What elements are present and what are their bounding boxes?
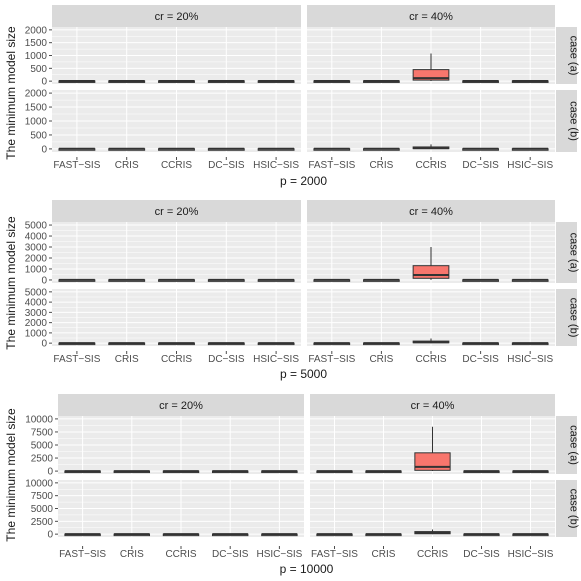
y-tick-label: 500 xyxy=(30,130,47,141)
x-tick-label: CCRIS xyxy=(161,160,192,171)
x-tick-label: FAST−SIS xyxy=(308,160,355,171)
x-tick-label: FAST−SIS xyxy=(311,549,358,560)
x-axis-title: p = 10000 xyxy=(280,562,334,576)
y-tick-label: 1000 xyxy=(25,328,48,339)
x-tick-label: HSIC−SIS xyxy=(253,354,299,365)
y-tick-label: 2000 xyxy=(25,25,48,36)
facet-strip-col xyxy=(310,394,555,416)
facet-strip-row-label: case (b) xyxy=(568,101,580,141)
y-tick-label: 10000 xyxy=(25,478,53,489)
y-axis-title: The minimum model size xyxy=(4,408,18,542)
facet-strip-row xyxy=(556,416,577,474)
y-tick-label: 1500 xyxy=(25,38,48,49)
y-tick-label: 1500 xyxy=(25,103,48,114)
y-tick-label: 0 xyxy=(47,467,53,478)
facet-strip-row xyxy=(556,289,577,346)
facet-strip-col xyxy=(58,394,304,416)
y-tick-label: 10000 xyxy=(25,414,53,425)
y-tick-label: 5000 xyxy=(25,287,48,298)
x-axis-title: p = 5000 xyxy=(280,367,327,381)
facet-strip-col xyxy=(307,200,555,222)
y-tick-label: 0 xyxy=(41,77,47,88)
y-tick-label: 3000 xyxy=(25,308,48,319)
y-tick-label: 500 xyxy=(30,64,47,75)
x-tick-label: CCRIS xyxy=(415,354,446,365)
x-tick-label: CCRIS xyxy=(417,549,448,560)
facet-strip-row-label: case (a) xyxy=(568,36,580,76)
y-tick-label: 7500 xyxy=(31,491,54,502)
x-tick-label: CCRIS xyxy=(161,354,192,365)
facet-strip-row-label: case (a) xyxy=(568,425,580,465)
facet-strip-col xyxy=(52,5,301,27)
y-tick-label: 2500 xyxy=(31,517,54,528)
y-tick-label: 7500 xyxy=(31,427,54,438)
x-tick-label: DC−SIS xyxy=(462,354,499,365)
y-tick-label: 5000 xyxy=(25,221,48,232)
facet-strip-col-label: cr = 40% xyxy=(411,400,455,412)
y-tick-label: 0 xyxy=(41,275,47,286)
y-tick-label: 1000 xyxy=(25,51,48,62)
y-tick-label: 5000 xyxy=(31,441,54,452)
box-body xyxy=(412,265,450,279)
facet-strip-row-label: case (a) xyxy=(568,233,580,273)
facet-strip-col-label: cr = 20% xyxy=(155,206,199,218)
x-tick-label: CRIS xyxy=(115,160,139,171)
y-tick-label: 0 xyxy=(47,530,53,541)
x-tick-label: HSIC−SIS xyxy=(256,549,302,560)
y-axis-title: The minimum model size xyxy=(4,216,18,350)
y-tick-label: 5000 xyxy=(31,504,54,515)
facet-strip-col-label: cr = 40% xyxy=(409,11,453,23)
y-tick-label: 3000 xyxy=(25,243,48,254)
x-tick-label: HSIC−SIS xyxy=(507,354,553,365)
y-tick-label: 2500 xyxy=(31,454,54,465)
x-tick-label: FAST−SIS xyxy=(53,354,100,365)
x-tick-label: FAST−SIS xyxy=(308,354,355,365)
x-tick-label: CRIS xyxy=(120,549,144,560)
y-tick-label: 1000 xyxy=(25,264,48,275)
y-tick-label: 1000 xyxy=(25,117,48,128)
x-tick-label: DC−SIS xyxy=(463,549,500,560)
x-tick-label: CRIS xyxy=(369,160,393,171)
x-tick-label: CRIS xyxy=(372,549,396,560)
facet-strip-col xyxy=(52,200,301,222)
x-tick-label: CCRIS xyxy=(165,549,196,560)
x-tick-label: HSIC−SIS xyxy=(507,160,553,171)
y-tick-label: 2000 xyxy=(25,89,48,100)
y-axis-title: The minimum model size xyxy=(4,26,18,160)
x-tick-label: FAST−SIS xyxy=(53,160,100,171)
y-tick-label: 4000 xyxy=(25,232,48,243)
x-tick-label: DC−SIS xyxy=(212,549,249,560)
facet-strip-col xyxy=(307,5,555,27)
facet-strip-row xyxy=(556,222,577,283)
facet-strip-col-label: cr = 20% xyxy=(155,11,199,23)
x-tick-label: DC−SIS xyxy=(462,160,499,171)
x-tick-label: DC−SIS xyxy=(208,354,245,365)
y-tick-label: 0 xyxy=(41,339,47,350)
facet-strip-row-label: case (b) xyxy=(568,489,580,529)
facet-strip-row xyxy=(556,27,577,84)
box-body xyxy=(412,69,450,81)
x-tick-label: HSIC−SIS xyxy=(508,549,554,560)
y-tick-label: 2000 xyxy=(25,318,48,329)
y-tick-label: 4000 xyxy=(25,298,48,309)
x-axis-title: p = 2000 xyxy=(280,174,327,188)
y-tick-label: 0 xyxy=(41,144,47,155)
x-tick-label: CRIS xyxy=(369,354,393,365)
x-tick-label: DC−SIS xyxy=(208,160,245,171)
facet-strip-row xyxy=(556,480,577,537)
x-tick-label: FAST−SIS xyxy=(59,549,106,560)
x-tick-label: CCRIS xyxy=(415,160,446,171)
x-tick-label: CRIS xyxy=(115,354,139,365)
x-tick-label: HSIC−SIS xyxy=(253,160,299,171)
y-tick-label: 2000 xyxy=(25,253,48,264)
facet-strip-col-label: cr = 20% xyxy=(159,400,203,412)
facet-strip-row xyxy=(556,90,577,152)
facet-strip-col-label: cr = 40% xyxy=(409,206,453,218)
facet-strip-row-label: case (b) xyxy=(568,298,580,338)
